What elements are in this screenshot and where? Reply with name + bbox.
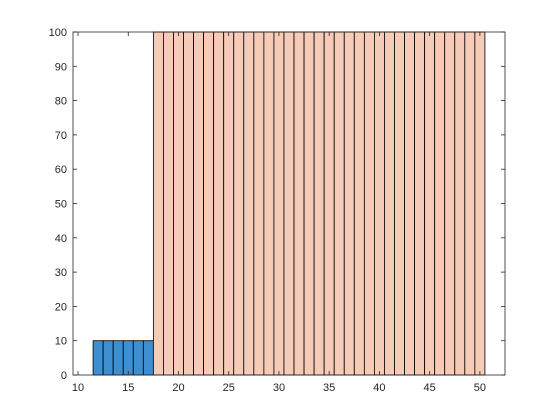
bar-2-18: [152, 31, 164, 376]
x-tick-label: 50: [474, 382, 486, 394]
x-tick-label: 20: [172, 382, 184, 394]
y-tick-label: 70: [55, 130, 67, 142]
y-tick-label: 50: [55, 199, 67, 211]
x-tick-label: 40: [373, 382, 385, 394]
bar-2-39: [363, 31, 375, 376]
bar-2-30: [273, 31, 285, 376]
bar-2-25: [223, 31, 235, 376]
bar-2-46: [434, 31, 446, 376]
bar-2-20: [173, 31, 184, 376]
bar-2-50: [474, 31, 486, 376]
axes-group: 10 15 20 25 30 35 40 45 50 0 10 20 30 40 50 60 70 80 90 100: [49, 27, 506, 394]
x-tick-label: 25: [223, 382, 235, 394]
bar-2-33: [303, 31, 315, 376]
bar-1-16: [132, 340, 144, 376]
x-tick-label: 30: [273, 382, 285, 394]
bar-2-48: [454, 31, 466, 376]
x-tick-label: 10: [72, 382, 84, 394]
bar-2-23: [203, 31, 215, 376]
bar-2-44: [414, 31, 426, 376]
y-tick-label: 40: [55, 233, 67, 245]
bar-2-42: [394, 31, 405, 376]
bar-1-17: [142, 340, 154, 376]
bar-2-43: [404, 31, 415, 376]
bar-2-45: [424, 31, 436, 376]
y-tick-label: 90: [55, 61, 67, 73]
bar-2-31: [283, 31, 295, 376]
bar-2-21: [183, 31, 194, 376]
bar-1-12: [92, 340, 104, 376]
bar-2-34: [313, 31, 325, 376]
bar-2-38: [353, 31, 365, 376]
bar-2-26: [233, 31, 245, 376]
y-tick-label: 80: [55, 96, 67, 108]
bar-2-22: [193, 31, 205, 376]
bar-2-41: [384, 31, 395, 376]
bar-2-35: [323, 31, 335, 376]
bar-2-29: [263, 31, 275, 376]
y-tick-label: 60: [55, 164, 67, 176]
bar-1-14: [112, 340, 124, 376]
y-tick-label: 0: [61, 370, 67, 382]
bar-2-47: [444, 31, 456, 376]
bar-1-15: [122, 340, 134, 376]
x-tick-label: 35: [323, 382, 335, 394]
bar-2-49: [464, 31, 476, 376]
bar-2-40: [373, 31, 385, 376]
bar-2-27: [243, 31, 255, 376]
x-tick-label: 15: [122, 382, 134, 394]
y-tick-label: 10: [55, 336, 67, 348]
x-tick-label: 45: [424, 382, 436, 394]
bar-2-28: [253, 31, 265, 376]
bar-1-13: [102, 340, 114, 376]
y-tick-label: 20: [55, 301, 67, 313]
bar-2-36: [333, 31, 345, 376]
bar-2-24: [213, 31, 225, 376]
y-tick-label: 100: [49, 27, 67, 39]
bar-2-32: [293, 31, 305, 376]
bar-2-37: [343, 31, 355, 376]
y-tick-label: 30: [55, 267, 67, 279]
bar-2-19: [163, 31, 174, 376]
bar-series-group: [92, 31, 486, 376]
